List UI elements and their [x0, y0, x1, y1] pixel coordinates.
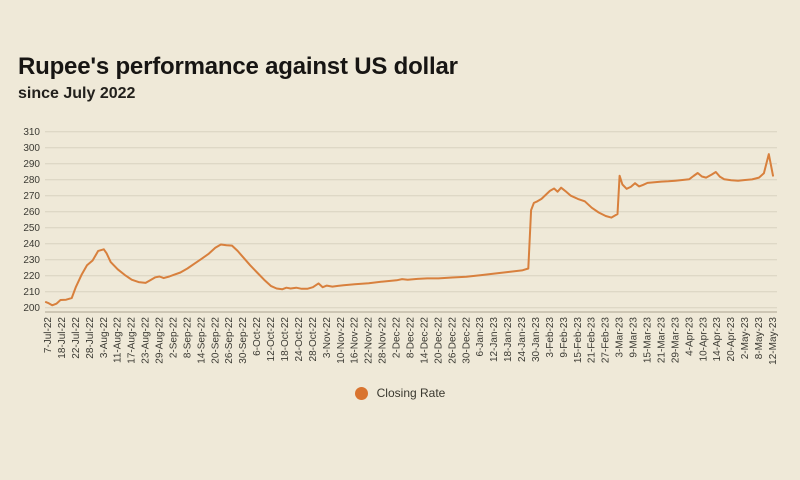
- svg-text:18-Jan-23: 18-Jan-23: [503, 317, 514, 362]
- chart-subtitle: since July 2022: [18, 85, 136, 103]
- svg-text:8-Dec-22: 8-Dec-22: [405, 317, 416, 359]
- chart-title: Rupee's performance against US dollar: [18, 53, 458, 80]
- svg-text:24-Jan-23: 24-Jan-23: [517, 317, 528, 362]
- svg-text:12-May-23: 12-May-23: [768, 317, 779, 365]
- svg-text:15-Mar-23: 15-Mar-23: [643, 317, 654, 364]
- chart-header: Rupee's performance against US dollar si…: [18, 53, 458, 103]
- svg-text:230: 230: [23, 255, 40, 266]
- svg-text:210: 210: [23, 287, 40, 298]
- svg-text:16-Nov-22: 16-Nov-22: [350, 317, 361, 364]
- svg-text:14-Apr-23: 14-Apr-23: [712, 317, 723, 362]
- svg-text:9-Feb-23: 9-Feb-23: [559, 317, 570, 358]
- svg-text:21-Feb-23: 21-Feb-23: [587, 317, 598, 364]
- svg-text:26-Dec-22: 26-Dec-22: [447, 317, 458, 364]
- svg-text:10-Nov-22: 10-Nov-22: [336, 317, 347, 364]
- legend-marker-icon: [354, 386, 368, 400]
- svg-text:310: 310: [23, 127, 40, 138]
- svg-text:2-May-23: 2-May-23: [740, 317, 751, 360]
- svg-text:7-Jul-22: 7-Jul-22: [43, 317, 54, 354]
- svg-text:2-Dec-22: 2-Dec-22: [392, 317, 403, 359]
- svg-text:20-Sep-22: 20-Sep-22: [210, 317, 221, 364]
- svg-text:29-Aug-22: 29-Aug-22: [155, 317, 166, 364]
- svg-text:8-May-23: 8-May-23: [754, 317, 765, 360]
- svg-text:28-Jul-22: 28-Jul-22: [85, 317, 96, 359]
- svg-text:12-Jan-23: 12-Jan-23: [489, 317, 500, 362]
- svg-text:3-Feb-23: 3-Feb-23: [545, 317, 556, 358]
- svg-text:12-Oct-22: 12-Oct-22: [266, 317, 277, 362]
- svg-text:18-Oct-22: 18-Oct-22: [280, 317, 291, 362]
- svg-text:8-Sep-22: 8-Sep-22: [182, 317, 193, 359]
- svg-text:30-Sep-22: 30-Sep-22: [238, 317, 249, 364]
- svg-text:270: 270: [23, 191, 40, 202]
- svg-text:17-Aug-22: 17-Aug-22: [127, 317, 138, 364]
- legend-label: Closing Rate: [376, 386, 446, 400]
- svg-text:3-Aug-22: 3-Aug-22: [99, 317, 110, 359]
- svg-text:6-Oct-22: 6-Oct-22: [252, 317, 263, 356]
- svg-text:28-Oct-22: 28-Oct-22: [308, 317, 319, 362]
- svg-text:9-Mar-23: 9-Mar-23: [629, 317, 640, 358]
- legend: Closing Rate: [0, 384, 800, 402]
- svg-text:23-Aug-22: 23-Aug-22: [141, 317, 152, 364]
- svg-text:22-Jul-22: 22-Jul-22: [71, 317, 82, 359]
- svg-text:10-Apr-23: 10-Apr-23: [698, 317, 709, 362]
- closing-rate-line: [44, 153, 774, 307]
- svg-text:26-Sep-22: 26-Sep-22: [224, 317, 235, 364]
- svg-text:14-Sep-22: 14-Sep-22: [196, 317, 207, 364]
- svg-text:11-Aug-22: 11-Aug-22: [113, 317, 124, 363]
- svg-text:30-Jan-23: 30-Jan-23: [531, 317, 542, 362]
- svg-text:220: 220: [23, 271, 40, 282]
- svg-text:20-Apr-23: 20-Apr-23: [726, 317, 737, 362]
- gridlines: [45, 131, 777, 309]
- svg-text:280: 280: [23, 175, 40, 186]
- svg-text:2-Sep-22: 2-Sep-22: [168, 317, 179, 359]
- svg-text:14-Dec-22: 14-Dec-22: [419, 317, 430, 364]
- svg-text:3-Mar-23: 3-Mar-23: [615, 317, 626, 358]
- svg-text:22-Nov-22: 22-Nov-22: [364, 317, 375, 364]
- svg-text:21-Mar-23: 21-Mar-23: [656, 317, 667, 364]
- svg-text:29-Mar-23: 29-Mar-23: [670, 317, 681, 364]
- svg-text:15-Feb-23: 15-Feb-23: [573, 317, 584, 364]
- svg-text:200: 200: [23, 303, 40, 314]
- svg-text:24-Oct-22: 24-Oct-22: [294, 317, 305, 362]
- svg-text:240: 240: [23, 239, 40, 250]
- svg-text:300: 300: [23, 143, 40, 154]
- svg-text:260: 260: [23, 207, 40, 218]
- y-axis-tick-labels: 200 210 220 230 240 250 260 270 280 290 300 310: [23, 127, 40, 314]
- x-axis-tick-labels: 7-Jul-22 18-Jul-22 22-Jul-22 28-Jul-22 3-Aug…: [43, 317, 779, 365]
- svg-text:4-Apr-23: 4-Apr-23: [684, 317, 695, 356]
- svg-text:30-Dec-22: 30-Dec-22: [461, 317, 472, 364]
- svg-text:27-Feb-23: 27-Feb-23: [601, 317, 612, 364]
- svg-text:3-Nov-22: 3-Nov-22: [322, 317, 333, 359]
- svg-text:6-Jan-23: 6-Jan-23: [475, 317, 486, 357]
- svg-text:250: 250: [23, 223, 40, 234]
- svg-text:20-Dec-22: 20-Dec-22: [433, 317, 444, 364]
- svg-text:18-Jul-22: 18-Jul-22: [57, 317, 68, 359]
- svg-text:290: 290: [23, 159, 40, 170]
- svg-text:28-Nov-22: 28-Nov-22: [378, 317, 389, 364]
